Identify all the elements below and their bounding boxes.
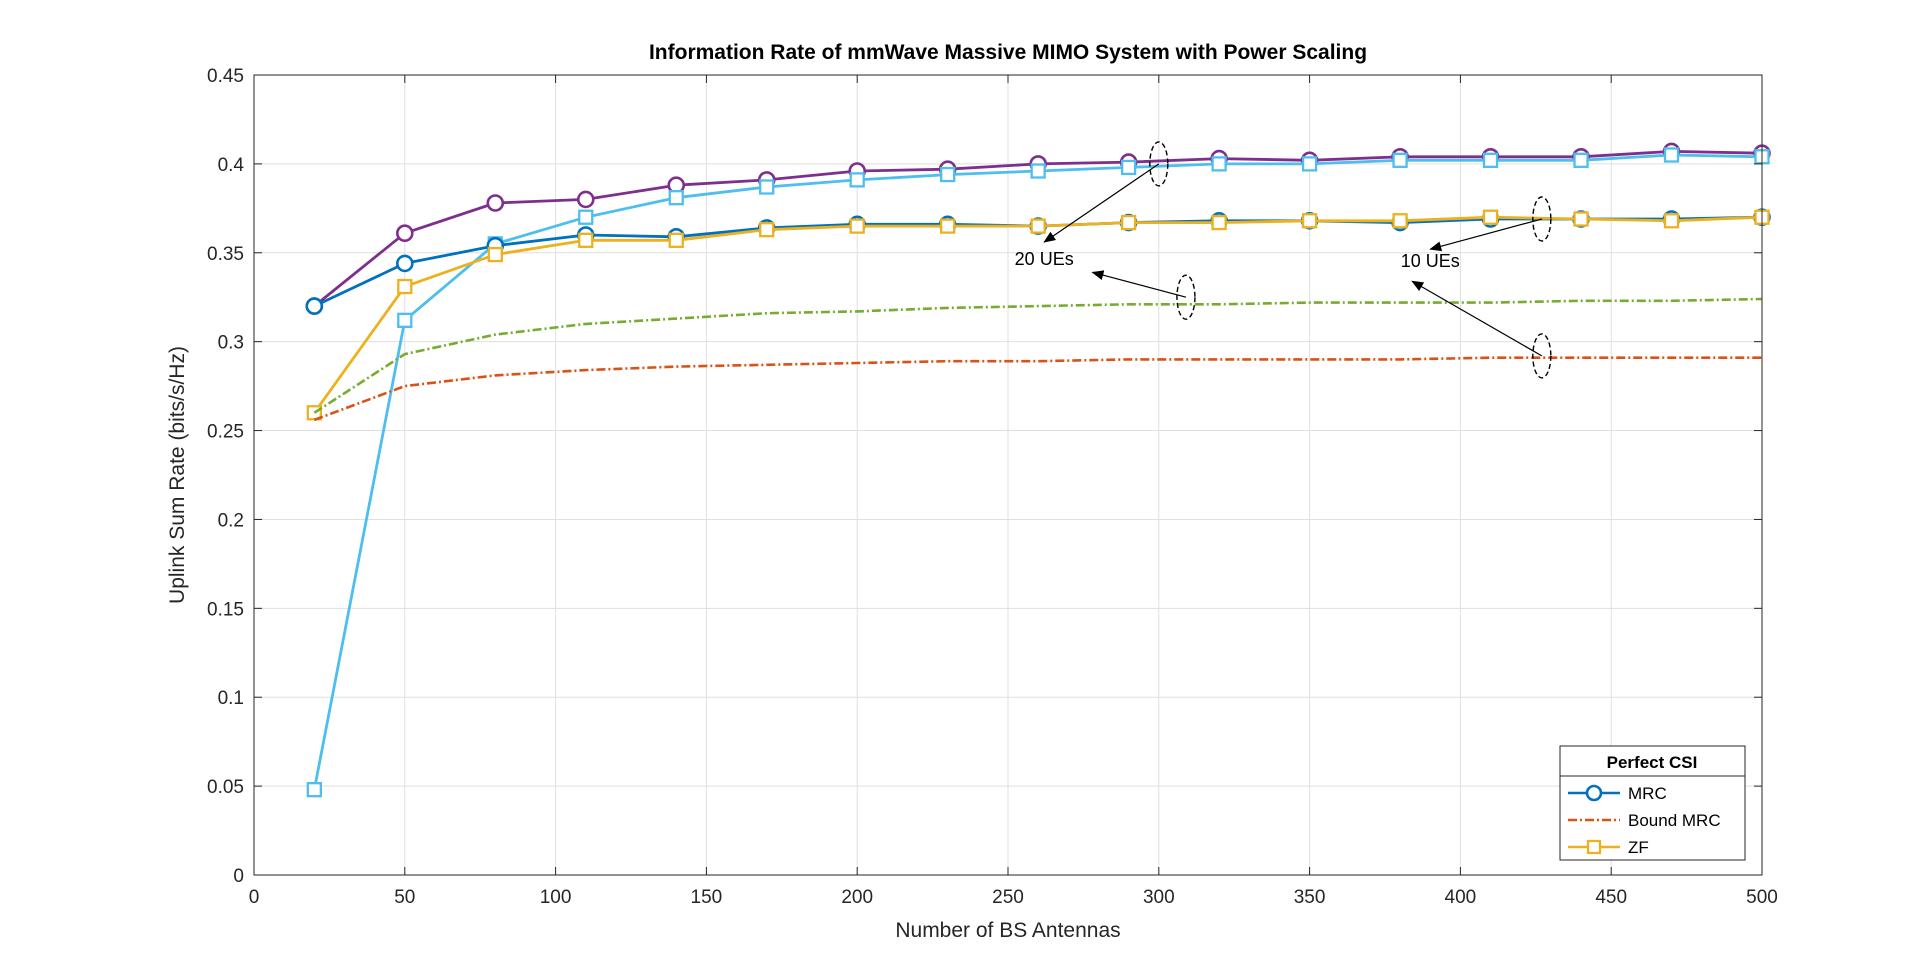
y-tick-label: 0.05 [207, 777, 244, 798]
tick-group: 0 50 100 150 200 250 300 350 400 450 500 0 0.05 0.1 0.… [207, 66, 1778, 908]
chart-title: Information Rate of mmWave Massive MIMO … [649, 41, 1367, 64]
annotation-ellipse [1532, 196, 1552, 242]
data-point [1663, 213, 1680, 229]
data-point [306, 782, 322, 798]
annotation-0: 20 UEs [1015, 141, 1196, 320]
annotation-ellipse [1532, 333, 1552, 379]
legend-entry: MRC [1568, 784, 1667, 803]
legend-marker [1586, 839, 1602, 855]
data-point [1482, 209, 1499, 225]
x-tick-label: 0 [249, 887, 260, 908]
data-point [1301, 156, 1318, 172]
series-group [305, 142, 1771, 798]
x-tick-label: 500 [1746, 887, 1778, 908]
annotation-arrow [1043, 163, 1160, 243]
annotation-group: 20 UEs 10 UEs [1015, 141, 1552, 379]
y-tick-label: 0.25 [207, 422, 244, 443]
annotation-label: 20 UEs [1015, 249, 1074, 269]
data-point [487, 246, 503, 263]
series-4 [313, 297, 1763, 414]
data-point [395, 254, 414, 273]
data-point [940, 218, 956, 234]
data-point [397, 312, 413, 328]
annotation-ellipse [1149, 141, 1169, 187]
data-point [668, 232, 684, 248]
y-tick-label: 0.15 [207, 599, 244, 620]
data-point [578, 209, 594, 225]
x-tick-label: 150 [691, 887, 723, 908]
data-point [1301, 213, 1318, 229]
data-point [1030, 218, 1046, 234]
data-point [1482, 152, 1499, 168]
data-point [849, 172, 865, 188]
data-point [940, 166, 956, 183]
y-tick-label: 0.2 [218, 510, 244, 531]
data-point [759, 222, 775, 238]
x-tick-label: 50 [394, 887, 415, 908]
annotation-ellipse [1176, 274, 1196, 320]
data-point [576, 190, 595, 209]
data-point [1120, 159, 1137, 176]
data-point [1392, 213, 1408, 229]
data-point [1392, 152, 1408, 168]
legend: Perfect CSI MRC Bound MRC ZF [1559, 745, 1746, 861]
data-point [1573, 152, 1589, 168]
y-tick-label: 0.4 [218, 155, 245, 176]
data-point [1211, 214, 1227, 231]
data-point [395, 224, 414, 243]
data-point [397, 278, 413, 295]
legend-marker [1585, 784, 1603, 802]
x-tick-label: 250 [992, 887, 1024, 908]
x-tick-label: 100 [540, 887, 572, 908]
y-tick-label: 0 [233, 866, 244, 887]
x-tick-label: 350 [1294, 887, 1326, 908]
x-tick-label: 200 [841, 887, 873, 908]
legend-label: MRC [1628, 784, 1667, 803]
series-line [313, 297, 1763, 414]
data-point [1573, 211, 1589, 227]
annotation-arrow [1091, 270, 1187, 298]
data-point [849, 218, 865, 234]
grid [254, 75, 1762, 875]
data-point [1211, 156, 1227, 172]
annotation-arrow [1429, 218, 1542, 252]
y-tick-label: 0.45 [207, 66, 244, 87]
data-point [759, 179, 775, 195]
x-tick-label: 400 [1445, 887, 1477, 908]
series-line [313, 356, 1762, 422]
legend-label: Bound MRC [1628, 811, 1721, 830]
y-axis-label: Uplink Sum Rate (bits/s/Hz) [166, 346, 189, 604]
y-tick-label: 0.35 [207, 244, 244, 265]
legend-label: ZF [1628, 838, 1649, 857]
y-tick-label: 0.1 [218, 688, 244, 709]
annotation-1: 10 UEs [1401, 196, 1552, 379]
series-1 [306, 147, 1770, 798]
data-point [668, 190, 684, 206]
annotation-label: 10 UEs [1401, 251, 1460, 271]
y-tick-label: 0.3 [218, 333, 244, 354]
legend-title: Perfect CSI [1607, 753, 1698, 772]
data-point [486, 194, 505, 212]
data-point [1663, 147, 1680, 163]
data-point [578, 232, 594, 248]
legend-entry: ZF [1568, 838, 1649, 857]
x-tick-label: 450 [1595, 887, 1627, 908]
annotation-arrow [1411, 280, 1543, 357]
x-axis-label: Number of BS Antennas [895, 919, 1120, 942]
x-tick-label: 300 [1143, 887, 1175, 908]
legend-entry: Bound MRC [1568, 811, 1721, 830]
series-5 [313, 356, 1762, 422]
data-point [305, 297, 324, 315]
data-point [1030, 163, 1046, 179]
legend-entries: MRC Bound MRC ZF [1568, 784, 1721, 857]
data-point [1120, 214, 1137, 231]
